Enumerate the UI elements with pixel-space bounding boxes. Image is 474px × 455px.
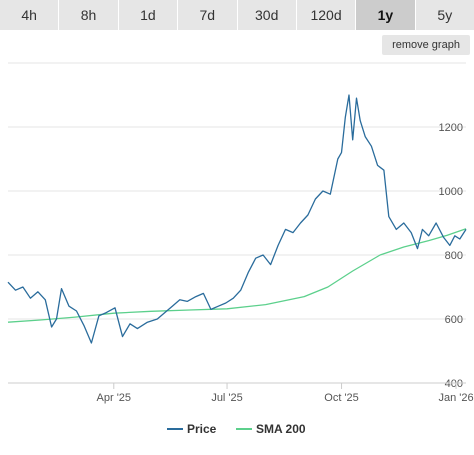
y-tick-label-1000: 1000 [439, 186, 463, 198]
x-tick-label-0: Apr '25 [97, 392, 132, 404]
tab-8h[interactable]: 8h [59, 0, 118, 30]
tab-1d[interactable]: 1d [118, 0, 178, 30]
y-tick-label-1200: 1200 [439, 122, 463, 134]
tab-30d[interactable]: 30d [237, 0, 296, 30]
y-tick-label-400: 400 [445, 378, 463, 390]
remove-graph-button[interactable]: remove graph [382, 35, 470, 55]
y-tick-label-800: 800 [445, 250, 463, 262]
tab-5y[interactable]: 5y [415, 0, 474, 30]
x-tick-label-3: Jan '26 [438, 392, 473, 404]
tab-120d[interactable]: 120d [296, 0, 356, 30]
y-tick-label-600: 600 [445, 314, 463, 326]
x-tick-label-1: Jul '25 [211, 392, 242, 404]
price-series-line [7, 94, 467, 344]
legend-price-label: Price [187, 422, 217, 436]
timeframe-tabs: 4h 8h 1d 7d 30d 120d 1y 5y [0, 0, 474, 30]
tab-1y[interactable]: 1y [356, 0, 415, 30]
tab-4h[interactable]: 4h [0, 0, 59, 30]
tab-7d[interactable]: 7d [178, 0, 237, 30]
x-tick-label-2: Oct '25 [324, 392, 359, 404]
sma-200-series-line [7, 228, 467, 323]
legend-sma-200-label: SMA 200 [256, 422, 306, 436]
